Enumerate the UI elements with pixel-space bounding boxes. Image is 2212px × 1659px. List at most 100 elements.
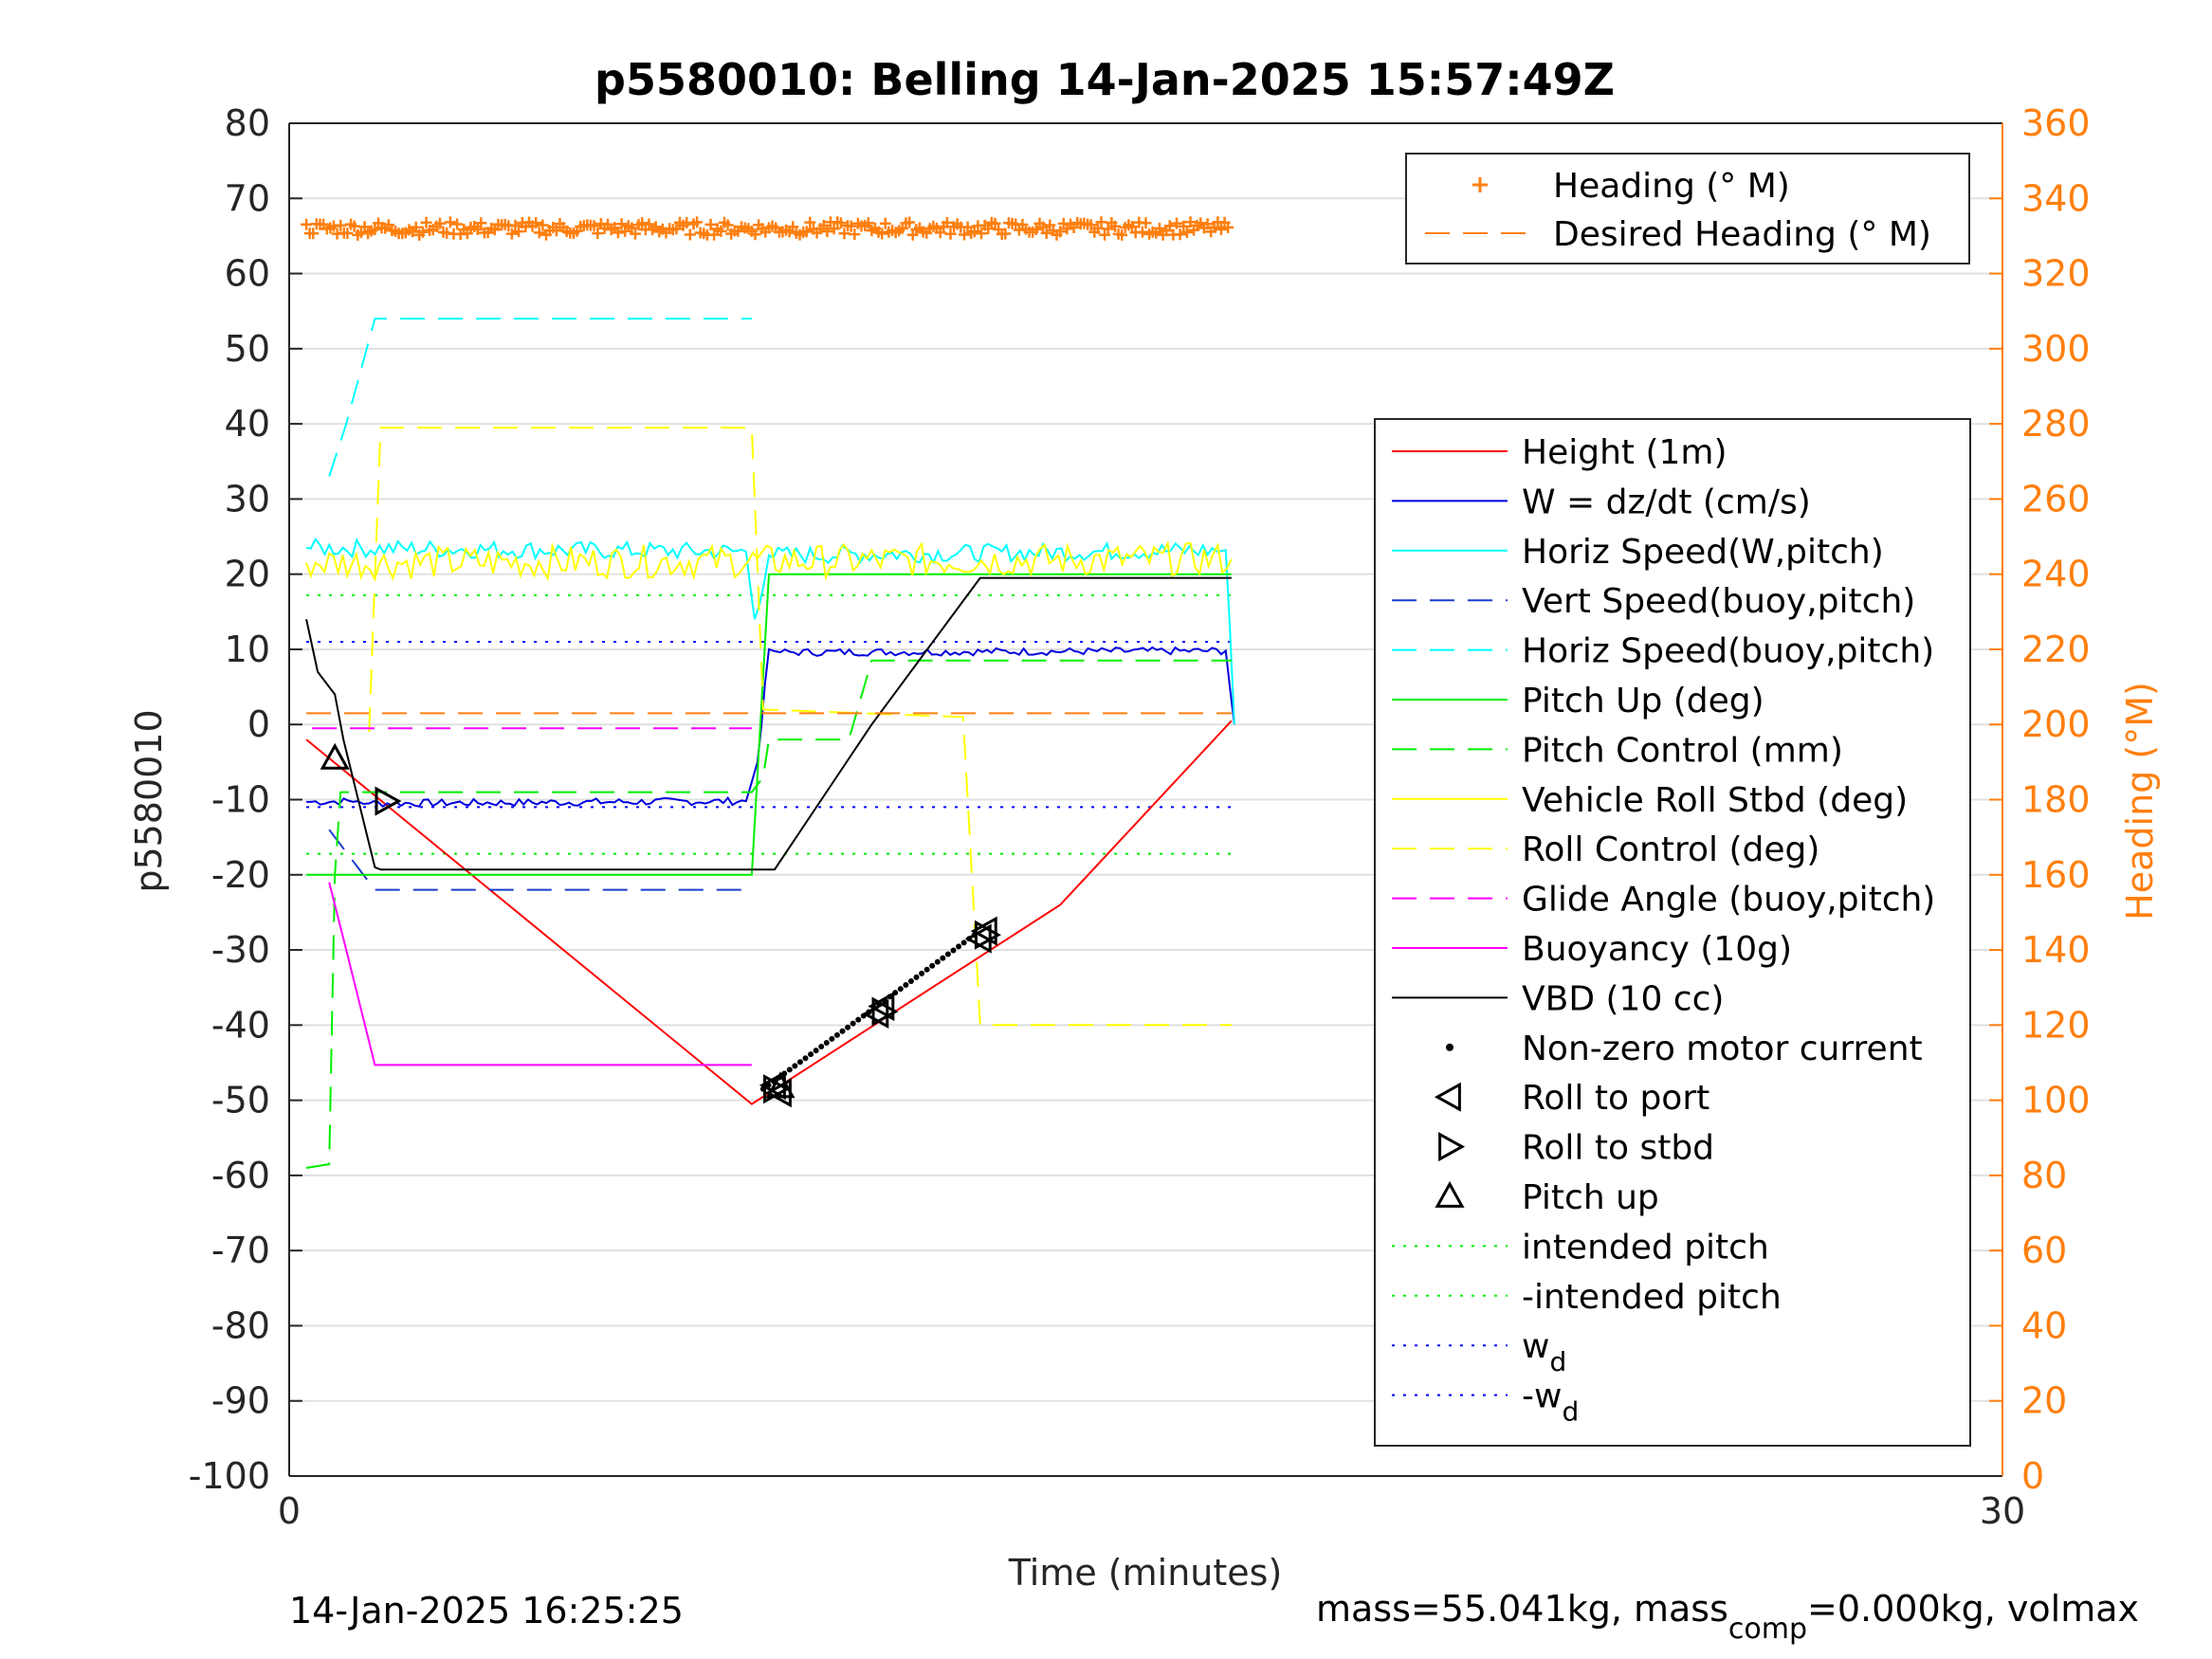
series-pitch_control xyxy=(305,659,1232,1169)
legend-label: Roll to port xyxy=(1522,1079,1709,1118)
marker-pitch_up xyxy=(765,1071,795,1099)
series-roll_control xyxy=(368,427,1232,1027)
y-tick-label: -90 xyxy=(211,1380,270,1422)
legend-label: W = dz/dt (cm/s) xyxy=(1522,483,1811,521)
series-vert_buoy xyxy=(328,829,752,891)
x-tick-label: 30 xyxy=(1980,1490,2025,1532)
footer-mass-prefix: mass=55.041kg, mass xyxy=(1316,1588,1728,1630)
footer-mass-suffix: =0.000kg, volmax xyxy=(1807,1588,2139,1630)
marker-roll_port xyxy=(868,991,895,1022)
legend-label: Vert Speed(buoy,pitch) xyxy=(1522,582,1915,621)
y-tick-label: 80 xyxy=(225,102,270,144)
legend-label: Horiz Speed(buoy,pitch) xyxy=(1522,632,1934,671)
legend-heading: Heading (° M) Desired Heading (° M) xyxy=(1405,153,1970,264)
y-tick-label: -20 xyxy=(211,854,270,896)
series-roll xyxy=(305,540,1233,582)
motor-current-dot xyxy=(818,1044,825,1050)
motor-current-dot xyxy=(923,966,930,973)
marker-roll_port xyxy=(862,998,889,1029)
y-right-tick-label: 60 xyxy=(2021,1230,2067,1271)
series-heading xyxy=(301,216,1234,241)
legend-label: intended pitch xyxy=(1522,1228,1769,1267)
legend-label: -intended pitch xyxy=(1522,1278,1782,1317)
legend-label: Horiz Speed(W,pitch) xyxy=(1522,533,1884,572)
motor-current-dot xyxy=(839,1028,846,1034)
legend-label: VBD (10 cc) xyxy=(1522,979,1724,1018)
y-right-tick-label: 340 xyxy=(2021,177,2091,219)
legend-label: Non-zero motor current xyxy=(1522,1030,1923,1068)
motor-current-dot xyxy=(944,951,951,957)
y-right-tick-label: 180 xyxy=(2021,779,2091,821)
legend-label: Height (1m) xyxy=(1522,433,1728,472)
motor-current-dot xyxy=(845,1024,851,1030)
y-right-tick-label: 0 xyxy=(2021,1455,2044,1497)
marker-roll_stbd xyxy=(974,920,1001,950)
y-tick-label: 50 xyxy=(225,328,270,370)
legend-swatch xyxy=(1434,1082,1461,1112)
legend-top-box xyxy=(1405,153,1970,264)
footer-mass: mass=55.041kg, masscomp=0.000kg, volmax xyxy=(1316,1588,2139,1646)
y-tick-label: -10 xyxy=(211,779,270,821)
y-right-tick-label: 360 xyxy=(2021,102,2091,144)
axes: 80706050403020100-10-20-30-40-50-60-70-8… xyxy=(189,102,2091,1532)
motor-current-dot xyxy=(907,977,914,984)
series-pitch_up xyxy=(306,573,1232,876)
y-tick-label: -30 xyxy=(211,929,270,971)
motor-current-dot xyxy=(786,1066,793,1073)
y-right-tick-label: 280 xyxy=(2021,403,2091,445)
footer-mass-sub: comp xyxy=(1728,1613,1807,1646)
y-tick-label: -100 xyxy=(189,1455,270,1497)
marker-pitch_up xyxy=(320,742,350,770)
y-tick-label: -50 xyxy=(211,1080,270,1121)
motor-current-dot xyxy=(956,943,962,950)
y-tick-label: 70 xyxy=(225,177,270,219)
motor-current-dot xyxy=(919,970,925,976)
motor-current-dot xyxy=(850,1020,856,1027)
marker-roll_port xyxy=(970,916,997,946)
series-horiz_buoy xyxy=(328,318,752,477)
motor-current-dot xyxy=(802,1055,809,1062)
legend-label: Buoyancy (10g) xyxy=(1522,930,1792,969)
y-tick-label: 60 xyxy=(225,253,270,295)
motor-current-dot xyxy=(913,974,920,980)
legend-label: Pitch Up (deg) xyxy=(1522,682,1764,720)
legend-main-box xyxy=(1374,418,1971,1447)
y-right-tick-label: 160 xyxy=(2021,854,2091,896)
series-height xyxy=(305,720,1233,1105)
series-layer xyxy=(301,216,1235,1169)
legend-label: Roll to stbd xyxy=(1522,1129,1714,1168)
motor-current-dot xyxy=(823,1039,830,1046)
footer-timestamp: 14-Jan-2025 16:25:25 xyxy=(289,1590,684,1632)
y-right-tick-label: 320 xyxy=(2021,253,2091,295)
legend-label: Pitch up xyxy=(1522,1178,1659,1217)
marker-roll_stbd xyxy=(375,786,402,816)
motor-current-dot xyxy=(833,1031,840,1038)
y-tick-label: 10 xyxy=(225,629,270,670)
y-axis-right-label: Heading (°M) xyxy=(2119,682,2161,921)
x-axis-label: Time (minutes) xyxy=(1008,1552,1283,1594)
motor-current-dot xyxy=(813,1048,819,1054)
y-right-tick-label: 120 xyxy=(2021,1004,2091,1046)
y-right-tick-label: 100 xyxy=(2021,1080,2091,1121)
y-right-tick-label: 200 xyxy=(2021,703,2091,745)
y-tick-label: 30 xyxy=(225,478,270,520)
y-right-tick-label: 40 xyxy=(2021,1304,2067,1346)
motor-current-dot xyxy=(796,1059,803,1066)
y-right-tick-label: 140 xyxy=(2021,929,2091,971)
legend-label: Pitch Control (mm) xyxy=(1522,731,1843,770)
motor-current-dot xyxy=(897,986,904,993)
y-tick-label: -40 xyxy=(211,1004,270,1046)
legend-swatch xyxy=(1435,1180,1465,1208)
motor-current-dot xyxy=(808,1051,814,1058)
motor-current-dot xyxy=(855,1016,862,1023)
chart-title: p5580010: Belling 14-Jan-2025 15:57:49Z xyxy=(594,54,1615,105)
y-right-tick-label: 240 xyxy=(2021,554,2091,595)
motor-current-dot xyxy=(792,1063,798,1069)
motor-current-dot xyxy=(934,958,941,965)
legend-top-label: Heading (° M) xyxy=(1553,167,1790,206)
legend-label: Vehicle Roll Stbd (deg) xyxy=(1522,781,1908,820)
legend-swatch xyxy=(1438,1132,1466,1162)
series-horiz_w xyxy=(305,537,1235,725)
motor-current-dot xyxy=(960,939,967,946)
